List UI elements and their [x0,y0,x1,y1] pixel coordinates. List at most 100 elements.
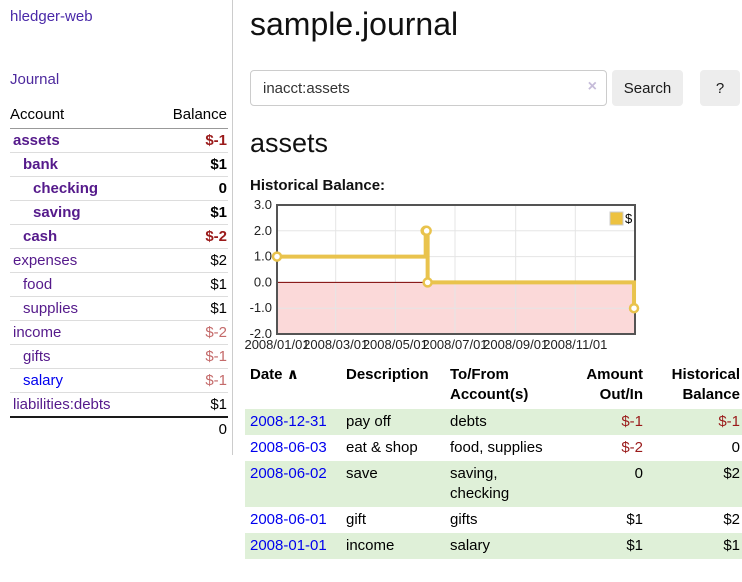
transaction-amount: $-2 [621,439,643,456]
transaction-date-link[interactable]: 2008-01-01 [250,537,327,554]
account-row: salary $-1 [10,368,228,393]
register-header-accounts: To/From Account(s) [450,366,529,403]
svg-text:1.0: 1.0 [254,249,272,264]
historical-balance-chart: $3.0 2.0 1.0 0.0 -1.0 -2.02008/01/012008/03/0… [244,197,640,352]
accounts-header-balance: Balance [151,104,228,129]
sidebar-item-journal[interactable]: Journal [10,71,60,88]
accounts-header-account: Account [10,104,152,129]
account-link[interactable]: income [13,324,62,341]
search-button[interactable]: Search [612,70,683,106]
transaction-amount: $-1 [621,413,643,430]
account-link[interactable]: salary [23,372,64,389]
account-row: saving $1 [10,200,228,225]
chart-title: Historical Balance: [250,177,386,194]
transaction-description: save [346,465,378,482]
svg-text:$: $ [625,211,633,226]
register-header-balance: Historical Balance [671,366,740,403]
account-heading: assets [250,128,329,158]
transaction-row: 2008-12-31 pay off debts $-1 $-1 [245,409,742,435]
account-link[interactable]: checking [33,180,99,197]
register-header-description: Description [346,366,429,383]
svg-text:2008/01/01: 2008/01/01 [244,337,309,352]
account-balance: $-1 [151,344,228,369]
help-button[interactable]: ? [700,70,740,106]
transaction-description: pay off [346,413,391,430]
svg-text:2008/07/01: 2008/07/01 [422,337,487,352]
register-header-amount: Amount Out/In [586,366,643,403]
svg-text:2008/05/01: 2008/05/01 [363,337,428,352]
account-row: gifts $-1 [10,344,228,369]
account-balance: $1 [151,392,228,417]
account-balance: $-2 [151,224,228,249]
account-row: bank $1 [10,152,228,177]
svg-text:2008/11/01: 2008/11/01 [543,337,607,352]
app-title[interactable]: hledger-web [10,8,93,25]
transaction-date-link[interactable]: 2008-12-31 [250,413,327,430]
account-link[interactable]: cash [23,228,58,245]
account-balance: $-1 [151,368,228,393]
account-balance: $2 [151,248,228,273]
svg-text:0.0: 0.0 [254,274,272,289]
account-link[interactable]: saving [33,204,81,221]
clear-search-icon[interactable]: × [587,78,597,95]
account-link[interactable]: supplies [23,300,79,317]
accounts-total-row: 0 [10,416,228,441]
accounts-table: Account Balance assets $-1 bank $1 checking 0… [10,104,228,441]
account-link[interactable]: food [23,276,53,293]
account-balance: $1 [151,272,228,297]
svg-text:2008/03/01: 2008/03/01 [303,337,368,352]
transaction-row: 2008-06-01 gift gifts $1 $2 [245,507,742,533]
transaction-description: gift [346,511,367,528]
transaction-date-link[interactable]: 2008-06-02 [250,465,327,482]
transaction-amount: 0 [634,465,643,482]
transaction-amount: $1 [626,537,643,554]
register-table: Date ∧ Description To/From Account(s) Am… [245,363,742,559]
svg-text:-2.0: -2.0 [250,326,272,341]
account-balance: $-1 [205,132,227,149]
transaction-row: 2008-06-03 eat & shop food, supplies $-2 0 [245,435,742,461]
main-content: sample.journal × Search ? assets Histori… [244,0,742,559]
transaction-accounts: debts [450,413,487,430]
account-row: cash $-2 [10,224,228,249]
account-row: supplies $1 [10,296,228,321]
search-input[interactable] [250,70,607,106]
page-title: sample.journal [250,6,459,42]
account-link[interactable]: expenses [13,252,78,269]
svg-text:-1.0: -1.0 [250,300,272,315]
transaction-balance: 0 [731,439,740,456]
transaction-description: eat & shop [346,439,418,456]
account-link[interactable]: liabilities:debts [13,396,111,413]
transaction-accounts: food, supplies [450,439,543,456]
transaction-balance: $-1 [718,413,740,430]
account-balance: $-2 [151,320,228,345]
transaction-accounts: gifts [450,511,478,528]
account-row: checking 0 [10,176,228,201]
transaction-row: 2008-01-01 income salary $1 $1 [245,533,742,559]
account-link[interactable]: assets [13,132,60,149]
account-row: expenses $2 [10,248,228,273]
search-form: × Search ? [250,70,742,106]
transaction-balance: $2 [723,465,740,482]
sort-asc-icon: ∧ [286,366,299,383]
search-input-wrap: × [250,70,607,106]
transaction-date-link[interactable]: 2008-06-03 [250,439,327,456]
transaction-amount: $1 [626,511,643,528]
svg-text:3.0: 3.0 [254,197,272,212]
transaction-balance: $2 [723,511,740,528]
transaction-date-link[interactable]: 2008-06-01 [250,511,327,528]
account-link[interactable]: gifts [23,348,51,365]
transaction-balance: $1 [723,537,740,554]
accounts-total-value: 0 [151,416,228,441]
account-row: liabilities:debts $1 [10,392,228,417]
account-balance: 0 [151,176,228,201]
transaction-accounts: saving, checking [450,465,510,502]
transaction-row: 2008-06-02 save saving, checking 0 $2 [245,461,742,507]
transaction-accounts: salary [450,537,491,554]
account-link[interactable]: bank [23,156,59,173]
register-header-date[interactable]: Date ∧ [250,366,299,383]
svg-text:2.0: 2.0 [254,223,272,238]
account-row: income $-2 [10,320,228,345]
transaction-description: income [346,537,395,554]
account-balance: $1 [151,200,228,225]
account-row: assets $-1 [10,129,228,153]
